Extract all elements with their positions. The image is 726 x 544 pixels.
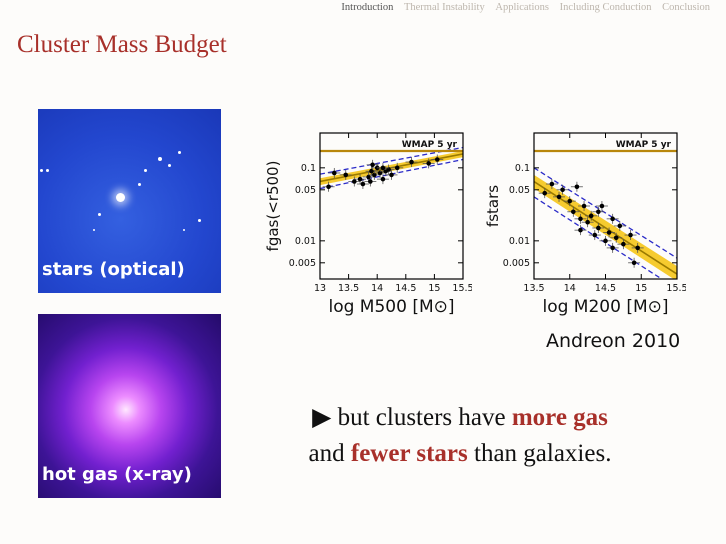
data-point-10 — [377, 170, 383, 176]
x-tick-label-0: 13 — [314, 283, 326, 294]
fit-line — [534, 180, 677, 275]
data-point-15 — [368, 179, 373, 184]
y-tick-label-3: 0.1 — [515, 163, 530, 174]
data-point-18 — [617, 223, 623, 229]
x-axis-label: log M200 [M⊙] — [542, 297, 668, 317]
caption: ▶ but clusters have more gas and fewer s… — [250, 400, 670, 472]
data-point-3 — [560, 187, 565, 193]
data-point-15 — [606, 230, 612, 235]
plot-frame — [319, 132, 464, 280]
data-point-20 — [434, 157, 440, 162]
plot-area — [534, 167, 677, 279]
data-point-13 — [386, 167, 391, 172]
data-point-5 — [360, 181, 366, 187]
x-axis-label: log M500 [M⊙] — [328, 297, 454, 317]
nav-item-conclusion[interactable]: Conclusion — [662, 2, 710, 13]
nav-item-applications[interactable]: Applications — [495, 2, 550, 13]
data-point-18 — [409, 159, 414, 165]
data-point-11 — [380, 176, 386, 182]
dashed-line-2 — [534, 167, 677, 259]
optical-image-label: stars (optical) — [42, 259, 185, 280]
dashed-line-1 — [534, 196, 663, 279]
data-point-1 — [549, 181, 555, 187]
data-point-17 — [380, 165, 386, 171]
caption-highlight-fewer-stars: fewer stars — [350, 440, 468, 467]
x-tick-label-4: 15 — [428, 283, 440, 294]
data-point-20 — [628, 232, 633, 238]
y-tick-label-3: 0.1 — [301, 163, 316, 174]
data-point-10 — [588, 213, 594, 219]
x-tick-label-2: 14 — [371, 283, 383, 294]
x-tick-label-1: 13.5 — [338, 283, 359, 294]
data-point-0 — [326, 184, 331, 190]
y-tick-label-1: 0.01 — [295, 236, 316, 247]
x-tick-label-2: 14.5 — [595, 283, 616, 294]
caption-text-1: but clusters have — [337, 404, 506, 431]
citation: Andreon 2010 — [546, 330, 681, 352]
data-point-21 — [631, 260, 637, 266]
optical-image: stars (optical) — [38, 109, 221, 293]
x-tick-label-0: 13.5 — [523, 283, 544, 294]
x-tick-label-5: 15.5 — [452, 283, 472, 294]
xray-image: hot gas (x-ray) — [38, 314, 221, 498]
data-point-11 — [592, 232, 598, 238]
x-tick-label-1: 14 — [564, 283, 576, 294]
fgas-chart: WMAP 5 yr 13 13.5 14 14.5 15 15.5 0.005 0.01 0.05… — [264, 132, 472, 317]
wmap-label: WMAP 5 yr — [616, 140, 672, 150]
section-nav: Introduction Thermal Instability Applica… — [333, 2, 710, 13]
caption-text-2: and — [308, 440, 345, 467]
x-tick-label-3: 15 — [635, 283, 647, 294]
data-point-5 — [571, 209, 576, 215]
caption-highlight-more-gas: more gas — [511, 404, 608, 431]
data-point-16 — [610, 216, 615, 222]
y-axis-label: fgas(<r500) — [264, 161, 282, 252]
data-point-3 — [352, 179, 357, 184]
data-point-12 — [596, 225, 601, 231]
data-point-19 — [621, 241, 626, 247]
data-point-8 — [372, 172, 377, 178]
xray-image-label: hot gas (x-ray) — [42, 464, 192, 485]
data-point-14 — [603, 238, 608, 244]
data-point-4 — [357, 176, 363, 182]
data-point-13 — [599, 203, 605, 209]
x-tick-label-3: 14.5 — [395, 283, 416, 294]
data-point-4 — [567, 198, 573, 204]
caption-text-3: than galaxies. — [474, 440, 612, 467]
data-point-7 — [369, 168, 374, 174]
y-tick-label-2: 0.05 — [295, 185, 316, 196]
y-tick-label-2: 0.05 — [509, 185, 530, 196]
nav-item-thermal-instability[interactable]: Thermal Instability — [403, 2, 485, 13]
data-point-8 — [581, 203, 587, 209]
data-point-7 — [578, 216, 583, 222]
data-point-9 — [585, 219, 590, 225]
data-point-22 — [635, 245, 640, 251]
data-point-6 — [574, 184, 580, 190]
data-point-6 — [366, 174, 371, 180]
data-point-24 — [596, 209, 601, 215]
slide-title: Cluster Mass Budget — [17, 31, 227, 58]
y-axis-label: fstars — [484, 185, 502, 227]
nav-item-including-conduction[interactable]: Including Conduction — [559, 2, 652, 13]
data-point-0 — [542, 190, 548, 196]
data-point-2 — [556, 194, 562, 200]
y-tick-label-0: 0.005 — [289, 258, 316, 269]
data-point-14 — [389, 172, 394, 178]
x-tick-label-4: 15.5 — [666, 283, 686, 294]
data-point-19 — [426, 161, 431, 166]
fstars-chart: WMAP 5 yr 13.5 14 14.5 15 15.5 0.005 0.01 0.05 0.… — [484, 132, 686, 317]
wmap-label: WMAP 5 yr — [402, 140, 458, 150]
data-point-17 — [613, 235, 619, 241]
data-point-21 — [394, 165, 400, 171]
y-tick-label-0: 0.005 — [503, 258, 530, 269]
data-point-16 — [370, 162, 375, 168]
data-point-2 — [343, 172, 349, 178]
y-tick-label-1: 0.01 — [509, 236, 530, 247]
bullet-icon: ▶ — [312, 404, 332, 431]
data-point-1 — [332, 170, 337, 176]
data-point-25 — [610, 245, 615, 251]
data-point-23 — [578, 227, 583, 233]
nav-item-introduction[interactable]: Introduction — [341, 2, 394, 13]
